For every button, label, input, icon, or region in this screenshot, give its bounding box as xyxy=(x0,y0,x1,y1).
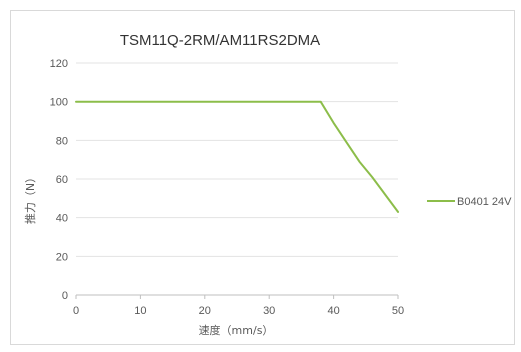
series-group xyxy=(75,100,399,213)
y-tick-label-80: 80 xyxy=(56,135,68,147)
x-tick-labels: 0 10 20 30 40 50 xyxy=(73,305,404,317)
y-tick-label-40: 40 xyxy=(56,213,68,225)
axes xyxy=(75,294,399,299)
legend: B0401 24V xyxy=(427,196,512,208)
y-tick-label-60: 60 xyxy=(56,174,68,186)
chart-title: TSM11Q-2RM/AM11RS2DMA xyxy=(120,32,320,49)
x-tick-label-20: 20 xyxy=(199,305,211,317)
x-tick-label-50: 50 xyxy=(392,305,404,317)
x-tick-label-0: 0 xyxy=(73,305,79,317)
grid-lines xyxy=(76,62,398,257)
legend-label-0: B0401 24V xyxy=(457,196,512,208)
x-tick-label-30: 30 xyxy=(263,305,275,317)
y-axis-label: 推力（N） xyxy=(23,172,37,224)
x-axis-label: 速度（mm/s） xyxy=(199,323,274,337)
y-tick-label-100: 100 xyxy=(50,97,68,109)
y-tick-label-120: 120 xyxy=(50,58,68,70)
chart-frame xyxy=(10,10,515,345)
y-tick-labels: 0 20 40 60 80 100 120 xyxy=(50,58,68,302)
y-tick-label-20: 20 xyxy=(56,251,68,263)
y-tick-label-0: 0 xyxy=(62,290,68,302)
x-tick-label-10: 10 xyxy=(134,305,146,317)
series-line-0 xyxy=(75,100,399,213)
x-tick-label-40: 40 xyxy=(327,305,339,317)
